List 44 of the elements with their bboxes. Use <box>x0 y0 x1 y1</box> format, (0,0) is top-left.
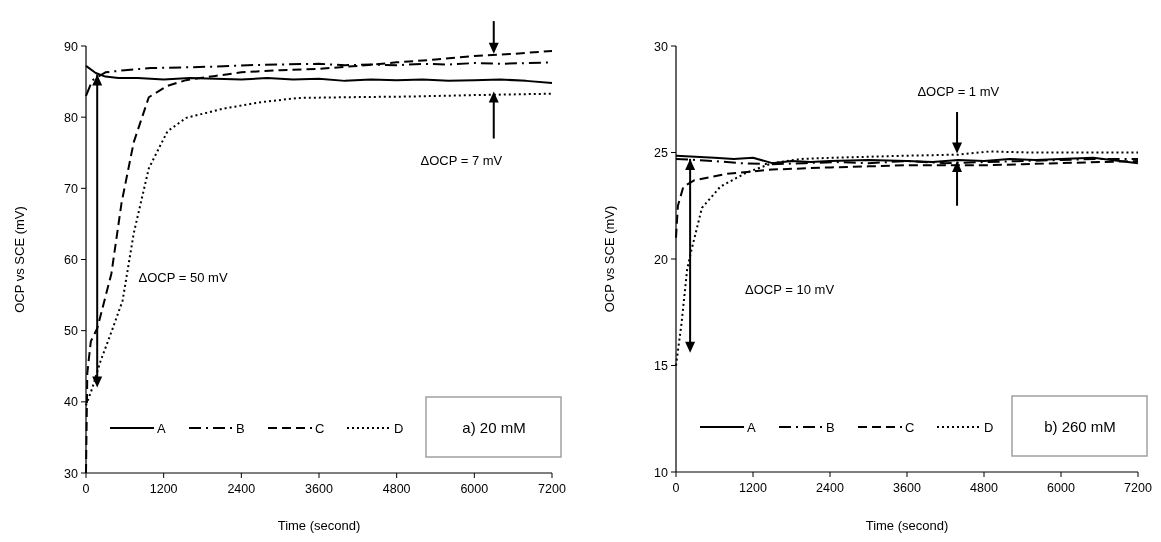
x-tick-label: 2400 <box>227 482 256 496</box>
legend-label: A <box>157 421 166 436</box>
x-tick-label: 4800 <box>382 482 411 496</box>
legend-label: D <box>984 420 994 435</box>
y-tick-label: 60 <box>64 253 79 267</box>
annotation: ΔOCP = 10 mV <box>745 281 835 297</box>
annotation: ΔOCP = 50 mV <box>138 270 228 286</box>
legend-label: C <box>905 420 915 435</box>
x-tick-label: 0 <box>672 481 680 495</box>
legend-label: B <box>236 421 245 436</box>
x-tick-label: 7200 <box>538 482 566 496</box>
y-tick-label: 10 <box>654 465 669 480</box>
y-tick-label: 90 <box>64 39 79 54</box>
y-axis-title: OCP vs SCE (mV) <box>12 206 27 313</box>
y-tick-label: 30 <box>64 466 79 481</box>
annotation: ΔOCP = 7 mV <box>420 152 503 168</box>
legend-label: D <box>394 421 404 436</box>
legend-label: B <box>826 420 835 435</box>
x-tick-label: 3600 <box>305 482 333 496</box>
annotation: ΔOCP = 1 mV <box>917 83 1000 99</box>
x-tick-label: 4800 <box>970 481 998 495</box>
x-axis-title: Time (second) <box>277 518 361 533</box>
x-tick-label: 7200 <box>1124 481 1152 495</box>
y-tick-label: 80 <box>64 110 79 125</box>
text: a) 20 mM <box>462 419 526 436</box>
y-tick-label: 70 <box>64 181 79 196</box>
y-tick-label: 40 <box>64 395 79 410</box>
y-tick-label: 20 <box>654 252 669 267</box>
x-tick-label: 2400 <box>816 481 844 495</box>
x-tick-label: 6000 <box>1047 481 1075 495</box>
legend-label: C <box>315 421 325 436</box>
y-tick-label: 25 <box>654 146 669 160</box>
text: b) 260 mM <box>1044 418 1116 435</box>
x-tick-label: 1200 <box>149 482 178 496</box>
x-tick-label: 1200 <box>739 481 767 495</box>
x-axis-title: Time (second) <box>865 518 949 533</box>
x-tick-label: 0 <box>82 482 90 496</box>
legend-label: A <box>747 420 756 435</box>
y-tick-label: 50 <box>64 324 79 339</box>
y-tick-label: 30 <box>654 39 669 54</box>
y-tick-label: 15 <box>654 359 669 373</box>
y-axis-title: OCP vs SCE (mV) <box>602 205 617 313</box>
x-tick-label: 3600 <box>893 481 921 495</box>
x-tick-label: 6000 <box>460 482 489 496</box>
